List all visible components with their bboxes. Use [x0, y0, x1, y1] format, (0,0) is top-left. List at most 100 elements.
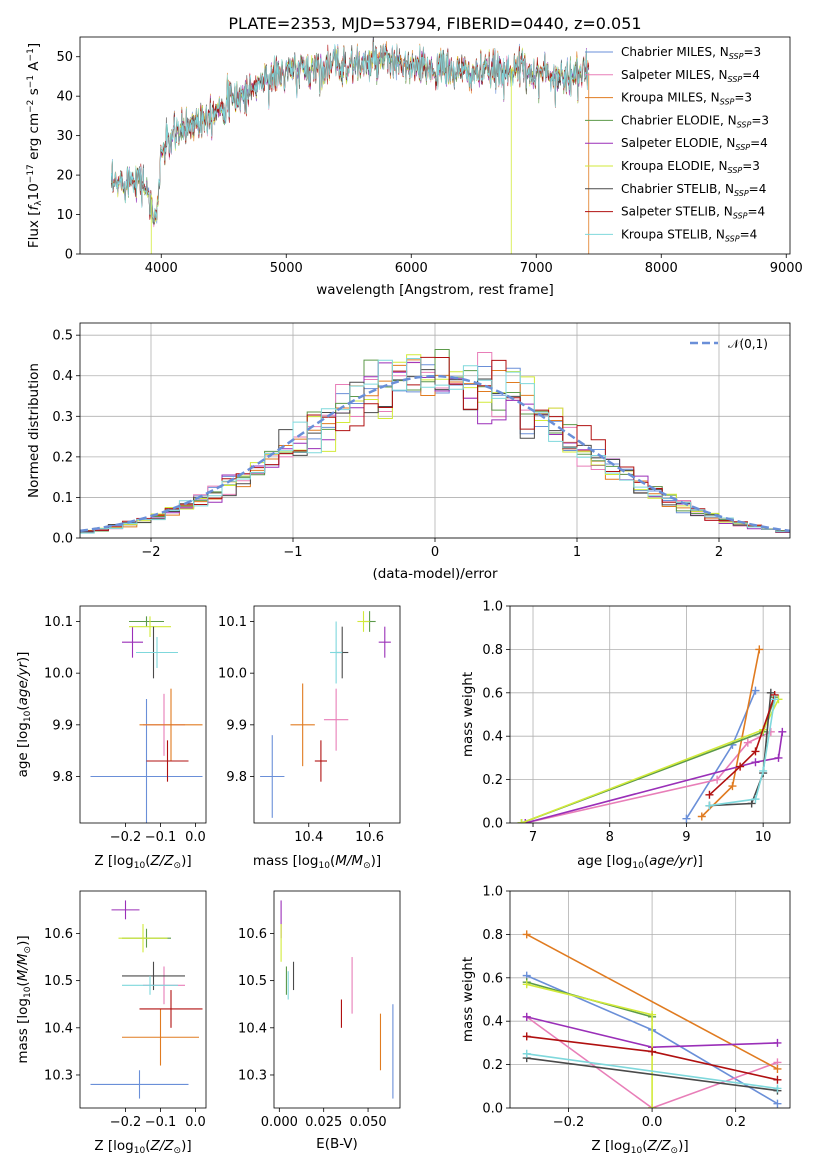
- legend-entry: Kroupa MILES, NSSP=3: [621, 91, 752, 107]
- y-tick-label: 10.5: [44, 974, 73, 989]
- residuals-panel: −2 −1 0 1 2 0.0 0.1 0.2 0.3 0.4 0.5 𝒩(0,1) (data-mod…: [26, 322, 791, 582]
- y-tick-label: 9.8: [52, 770, 73, 785]
- legend-entry: Kroupa ELODIE, NSSP=3: [621, 159, 760, 175]
- legend-entry: Salpeter STELIB, NSSP=4: [621, 205, 765, 221]
- x-tick-label: 2: [715, 545, 723, 560]
- plot-area: [90, 900, 203, 1099]
- x-tick-label: 0.0: [642, 1115, 663, 1130]
- y-tick-label: 0.0: [482, 817, 503, 832]
- weight-line: [709, 699, 776, 807]
- weight-marker: [778, 727, 787, 736]
- axis-label: Z [log10(Z/Z⊙)]: [94, 1138, 191, 1156]
- x-tick-label: 7: [529, 830, 537, 845]
- y-tick-label: 0.4: [52, 369, 73, 384]
- weight-marker: [773, 1064, 782, 1073]
- weight-marker: [773, 1038, 782, 1047]
- x-axis-label: (data-model)/error: [372, 566, 498, 582]
- y-tick-label: 0.6: [482, 971, 503, 986]
- axes-frame: [79, 36, 791, 255]
- y-tick-label: 0.2: [52, 450, 73, 465]
- y-tick-label: 1.0: [482, 600, 503, 615]
- axis-label: age [log10(age/yr)]: [577, 853, 703, 871]
- weight-marker: [773, 1084, 782, 1093]
- weight-marker: [522, 980, 531, 989]
- axis-label: Flux [fλ10−17 erg cm−2 s−1 A−1]: [26, 43, 44, 248]
- x-axis-label: E(B-V): [316, 1136, 358, 1152]
- y-tick-label: 30: [56, 129, 73, 144]
- weight-marker: [759, 766, 768, 775]
- x-tick-label: −0.2: [553, 1115, 585, 1130]
- weight-marker: [522, 930, 531, 939]
- weight-line: [526, 933, 778, 1070]
- x-tick-label: −0.1: [145, 1115, 177, 1130]
- weight-marker: [743, 738, 752, 747]
- weight-marker: [751, 795, 760, 804]
- weight-line: [526, 1016, 778, 1108]
- weight-marker: [773, 1099, 782, 1108]
- weight-marker: [751, 686, 760, 695]
- axis-label: Z [log10(Z/Z⊙)]: [591, 1138, 688, 1156]
- y-tick-label: 0.4: [482, 730, 503, 745]
- weight-marker: [517, 819, 526, 823]
- y-tick-label: 0.1: [52, 491, 73, 506]
- x-tick-label: 10.6: [355, 830, 384, 845]
- legend-entry: Kroupa STELIB, NSSP=4: [621, 227, 757, 243]
- axes-frame: [509, 890, 791, 1109]
- mass-weight-vs-metallicity-panel: −0.2 0.0 0.2 0.0 0.2 0.4 0.6 0.8 1.0 Z [log10(Z/Z…: [460, 885, 791, 1156]
- legend-entry: Chabrier ELODIE, NSSP=3: [621, 113, 769, 129]
- weight-line: [525, 731, 784, 823]
- weight-marker: [705, 790, 714, 799]
- x-tick-label: 0.0: [185, 1115, 206, 1130]
- weight-line: [526, 1053, 778, 1090]
- weight-marker: [736, 762, 745, 771]
- weight-marker: [522, 1049, 531, 1058]
- weight-line: [526, 1057, 778, 1092]
- weight-marker: [705, 801, 714, 810]
- x-tick-label: 0.0: [185, 830, 206, 845]
- weight-marker: [682, 814, 691, 823]
- x-tick-label: 4000: [145, 261, 178, 276]
- axes-frame: [509, 605, 791, 824]
- x-tick-label: 8000: [645, 261, 678, 276]
- x-tick-label: 0: [431, 545, 439, 560]
- y-tick-label: 1.0: [482, 885, 503, 900]
- weight-marker: [774, 753, 783, 762]
- spectrum-line: [111, 41, 589, 223]
- legend-entry: Salpeter MILES, NSSP=4: [621, 68, 760, 84]
- mass-weight-vs-age-panel: 7 8 9 10 0.0 0.2 0.4 0.6 0.8 1.0 age [log10(age/yr…: [460, 600, 791, 871]
- weight-marker: [755, 645, 764, 654]
- axes-frame: [79, 605, 207, 824]
- axes-frame: [273, 890, 401, 1109]
- legend-entry: Chabrier STELIB, NSSP=4: [621, 182, 766, 198]
- weight-marker: [751, 758, 760, 767]
- weight-marker: [697, 812, 706, 821]
- x-tick-label: 10.4: [294, 830, 323, 845]
- y-tick-label: 10.1: [218, 615, 247, 630]
- x-tick-label: −0.1: [145, 830, 177, 845]
- y-tick-label: 10.3: [44, 1068, 73, 1083]
- y-tick-label: 10.6: [238, 927, 267, 942]
- figure-title: PLATE=2353, MJD=53794, FIBERID=0440, z=0…: [228, 14, 641, 33]
- y-tick-label: 9.9: [52, 718, 73, 733]
- plot-area: [517, 645, 787, 823]
- age-vs-metallicity-panel: −0.2 −0.1 0.0 9.8 9.9 10.0 10.1 Z [log10(Z/Z⊙)]…: [15, 605, 207, 871]
- weight-marker: [751, 747, 760, 756]
- weight-marker: [773, 1075, 782, 1084]
- y-tick-label: 0.5: [52, 329, 73, 344]
- x-tick-label: 0.050: [349, 1115, 386, 1130]
- weight-marker: [728, 782, 737, 791]
- grid: [510, 890, 790, 1109]
- y-tick-label: 20: [56, 169, 73, 184]
- age-vs-mass-panel: 10.4 10.6 9.8 9.9 10.0 10.1 mass [log10(M/M⊙)]: [218, 605, 401, 871]
- y-tick-label: 0.2: [482, 1058, 503, 1073]
- y-axis-label: mass weight: [460, 957, 476, 1042]
- y-tick-label: 10.0: [218, 667, 247, 682]
- weight-marker: [770, 695, 779, 704]
- legend-entry: Chabrier MILES, NSSP=3: [621, 45, 761, 61]
- y-axis-label: mass weight: [460, 672, 476, 757]
- x-tick-label: 7000: [520, 261, 553, 276]
- x-tick-label: 8: [606, 830, 614, 845]
- x-tick-label: −2: [141, 545, 160, 560]
- x-tick-label: −0.2: [110, 1115, 142, 1130]
- x-tick-label: 9000: [770, 261, 803, 276]
